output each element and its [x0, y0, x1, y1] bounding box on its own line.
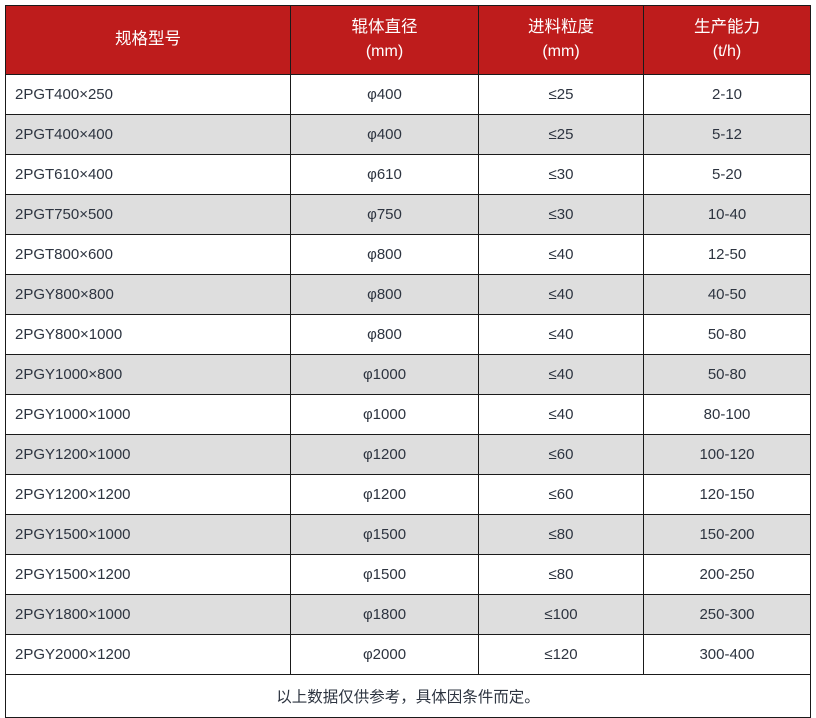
- cell-capacity: 12-50: [643, 234, 811, 275]
- cell-diameter: φ800: [290, 234, 479, 275]
- cell-diameter: φ610: [290, 154, 479, 195]
- cell-capacity: 100-120: [643, 434, 811, 475]
- cell-diameter: φ1200: [290, 474, 479, 515]
- column-header-model-title: 规格型号: [115, 30, 181, 49]
- column-header-capacity-unit: (t/h): [712, 43, 742, 61]
- cell-feed-size: ≤80: [478, 554, 644, 595]
- spec-table-container: 规格型号 辊体直径 (mm) 进料粒度 (mm) 生产能力 (t/h) 2PGT…: [5, 5, 811, 718]
- cell-model: 2PGY2000×1200: [5, 634, 291, 675]
- column-header-feed-size: 进料粒度 (mm): [478, 5, 644, 75]
- cell-diameter: φ1200: [290, 434, 479, 475]
- table-row: 2PGY1500×1000 φ1500 ≤80 150-200: [5, 514, 811, 555]
- table-row: 2PGY1000×800 φ1000 ≤40 50-80: [5, 354, 811, 395]
- specification-table: 规格型号 辊体直径 (mm) 进料粒度 (mm) 生产能力 (t/h) 2PGT…: [5, 5, 811, 718]
- table-row: 2PGY1800×1000 φ1800 ≤100 250-300: [5, 594, 811, 635]
- cell-model: 2PGT400×400: [5, 114, 291, 155]
- table-row: 2PGY1200×1200 φ1200 ≤60 120-150: [5, 474, 811, 515]
- cell-model: 2PGT610×400: [5, 154, 291, 195]
- column-header-diameter-title: 辊体直径: [351, 17, 418, 36]
- table-body: 2PGT400×250 φ400 ≤25 2-10 2PGT400×400 φ400 ≤25…: [5, 74, 811, 675]
- cell-diameter: φ1500: [290, 514, 479, 555]
- cell-diameter: φ750: [290, 194, 479, 235]
- cell-feed-size: ≤40: [478, 354, 644, 395]
- cell-model: 2PGY1800×1000: [5, 594, 291, 635]
- cell-diameter: φ400: [290, 114, 479, 155]
- cell-feed-size: ≤40: [478, 314, 644, 355]
- cell-model: 2PGY1500×1000: [5, 514, 291, 555]
- cell-feed-size: ≤25: [478, 74, 644, 115]
- cell-capacity: 300-400: [643, 634, 811, 675]
- cell-capacity: 80-100: [643, 394, 811, 435]
- cell-capacity: 200-250: [643, 554, 811, 595]
- cell-feed-size: ≤30: [478, 194, 644, 235]
- column-header-diameter-unit: (mm): [365, 43, 404, 61]
- cell-feed-size: ≤100: [478, 594, 644, 635]
- cell-diameter: φ1500: [290, 554, 479, 595]
- cell-feed-size: ≤30: [478, 154, 644, 195]
- cell-model: 2PGT800×600: [5, 234, 291, 275]
- table-row: 2PGT800×600 φ800 ≤40 12-50: [5, 234, 811, 275]
- table-row: 2PGT750×500 φ750 ≤30 10-40: [5, 194, 811, 235]
- cell-capacity: 150-200: [643, 514, 811, 555]
- table-row: 2PGY1000×1000 φ1000 ≤40 80-100: [5, 394, 811, 435]
- cell-diameter: φ400: [290, 74, 479, 115]
- column-header-feed-size-title: 进料粒度: [528, 17, 594, 36]
- cell-diameter: φ1000: [290, 354, 479, 395]
- cell-feed-size: ≤120: [478, 634, 644, 675]
- column-header-feed-size-unit: (mm): [542, 43, 580, 61]
- cell-feed-size: ≤25: [478, 114, 644, 155]
- table-row: 2PGT400×400 φ400 ≤25 5-12: [5, 114, 811, 155]
- cell-diameter: φ1800: [290, 594, 479, 635]
- cell-feed-size: ≤60: [478, 474, 644, 515]
- table-row: 2PGT610×400 φ610 ≤30 5-20: [5, 154, 811, 195]
- cell-capacity: 50-80: [643, 314, 811, 355]
- cell-model: 2PGY800×800: [5, 274, 291, 315]
- cell-model: 2PGY1000×800: [5, 354, 291, 395]
- table-row: 2PGT400×250 φ400 ≤25 2-10: [5, 74, 811, 115]
- cell-capacity: 50-80: [643, 354, 811, 395]
- cell-diameter: φ1000: [290, 394, 479, 435]
- cell-diameter: φ2000: [290, 634, 479, 675]
- cell-capacity: 5-20: [643, 154, 811, 195]
- cell-model: 2PGY800×1000: [5, 314, 291, 355]
- cell-model: 2PGY1000×1000: [5, 394, 291, 435]
- cell-feed-size: ≤60: [478, 434, 644, 475]
- column-header-capacity: 生产能力 (t/h): [643, 5, 811, 75]
- footnote-row: 以上数据仅供参考，具体因条件而定。: [5, 674, 811, 718]
- cell-model: 2PGY1200×1000: [5, 434, 291, 475]
- cell-feed-size: ≤80: [478, 514, 644, 555]
- footnote-text: 以上数据仅供参考，具体因条件而定。: [5, 674, 811, 718]
- table-row: 2PGY1200×1000 φ1200 ≤60 100-120: [5, 434, 811, 475]
- cell-capacity: 2-10: [643, 74, 811, 115]
- header-row: 规格型号 辊体直径 (mm) 进料粒度 (mm) 生产能力 (t/h): [5, 5, 811, 75]
- cell-model: 2PGY1200×1200: [5, 474, 291, 515]
- table-row: 2PGY2000×1200 φ2000 ≤120 300-400: [5, 634, 811, 675]
- cell-capacity: 5-12: [643, 114, 811, 155]
- cell-diameter: φ800: [290, 314, 479, 355]
- cell-model: 2PGY1500×1200: [5, 554, 291, 595]
- cell-capacity: 40-50: [643, 274, 811, 315]
- table-row: 2PGY1500×1200 φ1500 ≤80 200-250: [5, 554, 811, 595]
- cell-capacity: 250-300: [643, 594, 811, 635]
- cell-feed-size: ≤40: [478, 394, 644, 435]
- table-footer: 以上数据仅供参考，具体因条件而定。: [5, 674, 811, 718]
- cell-feed-size: ≤40: [478, 234, 644, 275]
- cell-model: 2PGT400×250: [5, 74, 291, 115]
- cell-feed-size: ≤40: [478, 274, 644, 315]
- column-header-capacity-title: 生产能力: [694, 17, 760, 36]
- cell-capacity: 10-40: [643, 194, 811, 235]
- table-header: 规格型号 辊体直径 (mm) 进料粒度 (mm) 生产能力 (t/h): [5, 5, 811, 75]
- cell-capacity: 120-150: [643, 474, 811, 515]
- table-row: 2PGY800×800 φ800 ≤40 40-50: [5, 274, 811, 315]
- column-header-model: 规格型号: [5, 5, 291, 75]
- cell-model: 2PGT750×500: [5, 194, 291, 235]
- cell-diameter: φ800: [290, 274, 479, 315]
- column-header-diameter: 辊体直径 (mm): [290, 5, 479, 75]
- table-row: 2PGY800×1000 φ800 ≤40 50-80: [5, 314, 811, 355]
